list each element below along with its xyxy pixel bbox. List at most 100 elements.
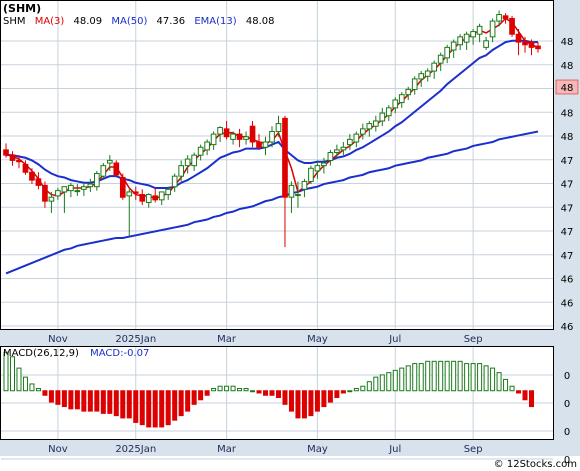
last-price-tag-bg <box>555 79 579 95</box>
macd-bar <box>392 369 398 392</box>
x-axis-label: Jul <box>388 444 401 455</box>
candle <box>42 181 48 208</box>
macd-bar <box>386 372 392 392</box>
macd-bar <box>288 390 294 412</box>
candle <box>106 155 113 171</box>
candle-body <box>204 141 210 151</box>
candle <box>165 186 172 200</box>
candle-body <box>528 41 535 48</box>
candle <box>139 189 146 206</box>
candle <box>334 144 340 158</box>
price-tick-label: 47 <box>561 180 574 191</box>
candle <box>16 155 22 169</box>
macd-bar <box>490 367 496 392</box>
candle <box>93 170 100 191</box>
candle <box>87 178 94 192</box>
price-tick-label: 47 <box>561 227 574 238</box>
candle <box>262 136 269 156</box>
candle <box>476 23 483 43</box>
macd-bar <box>405 365 411 392</box>
macd-bar <box>477 363 483 392</box>
macd-bar <box>204 390 210 396</box>
candle-body <box>372 120 379 127</box>
candle-body <box>139 194 146 202</box>
x-axis-label: Nov <box>48 334 68 345</box>
candle-body <box>171 175 178 188</box>
macd-bar <box>308 390 314 417</box>
candle <box>217 126 223 142</box>
candle <box>197 144 204 161</box>
candle <box>470 28 476 45</box>
candle <box>424 68 431 82</box>
candle-body <box>535 45 541 50</box>
candle-body <box>418 73 425 80</box>
candle-body <box>243 136 249 140</box>
price-tick-label: 48 <box>561 132 574 143</box>
candle-body <box>178 165 185 177</box>
price-tick-label: 46 <box>561 275 574 286</box>
macd-histogram <box>3 351 535 428</box>
candle-body <box>476 25 483 35</box>
macd-bar <box>146 390 152 428</box>
candle-body <box>405 88 412 96</box>
candle <box>515 28 522 56</box>
candle-body <box>282 117 288 198</box>
candle <box>295 181 301 208</box>
macd-bar <box>178 390 184 417</box>
candle-body <box>463 33 470 43</box>
candle <box>55 188 61 200</box>
candle-body <box>113 162 120 176</box>
legend-ma50-label: MA(50) <box>111 16 147 27</box>
candle-body <box>321 162 327 167</box>
macd-bar <box>9 356 15 392</box>
macd-bar <box>522 390 528 401</box>
macd-bar <box>360 385 366 392</box>
macd-bar <box>107 390 113 414</box>
candle <box>535 42 541 53</box>
candle <box>457 34 463 50</box>
price-tick-label: 47 <box>561 251 574 262</box>
macd-bar <box>243 387 249 392</box>
macd-bar <box>431 360 437 392</box>
x-axis-label: Sep <box>464 444 483 455</box>
macd-bar <box>321 390 327 408</box>
candle-body <box>301 180 308 190</box>
macd-bar <box>457 360 463 392</box>
macd-bar <box>256 390 262 394</box>
candle-body <box>93 173 100 188</box>
candle-body <box>217 127 223 135</box>
candle <box>81 182 87 196</box>
legend-ma3-label: MA(3) <box>35 16 65 27</box>
macd-bar <box>399 367 405 392</box>
macd-bar <box>29 383 35 392</box>
macd-bar <box>295 390 301 419</box>
macd-bar <box>48 390 54 403</box>
candle-body <box>223 128 230 138</box>
candle <box>314 160 321 179</box>
candle-body <box>515 33 522 43</box>
candle <box>321 157 327 174</box>
candle <box>29 168 35 185</box>
candle-body <box>81 186 87 190</box>
x-axis-label: Mar <box>217 444 237 455</box>
price-tick-label: 48 <box>561 61 574 72</box>
candle-body <box>424 70 431 77</box>
candle-body <box>314 165 321 172</box>
candle <box>269 126 275 148</box>
macd-axis-strip <box>554 346 580 440</box>
macd-bar <box>94 390 100 412</box>
candle-body <box>359 128 366 135</box>
candle <box>243 131 249 145</box>
macd-bar <box>126 390 132 419</box>
macd-bar <box>366 381 372 392</box>
candle-body <box>411 78 418 90</box>
macd-bar <box>438 360 444 392</box>
candle-body <box>444 46 451 59</box>
candle <box>450 39 457 58</box>
last-price-tag: 48 <box>561 83 574 94</box>
candle-body <box>165 188 172 196</box>
candle-body <box>3 149 9 156</box>
candle <box>359 123 366 140</box>
macd-bar <box>529 390 535 408</box>
macd-bar <box>496 372 502 392</box>
